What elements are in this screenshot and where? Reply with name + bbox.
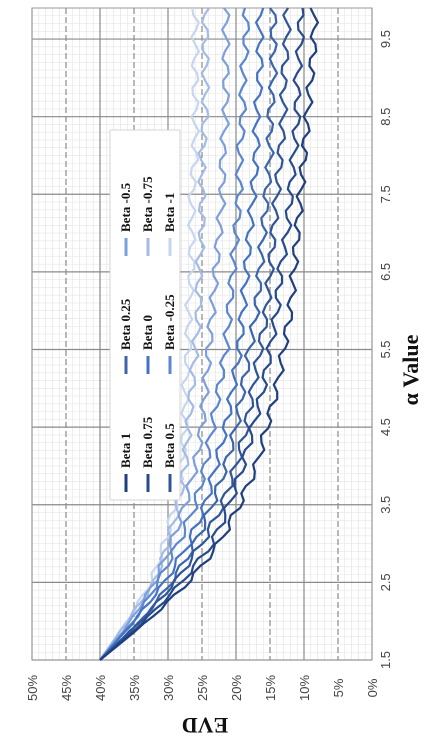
- series-line: [99, 7, 211, 661]
- series-lines: [99, 7, 319, 661]
- x-tick-label: 7.5: [378, 185, 393, 203]
- x-tick-label: 5.5: [378, 340, 393, 358]
- x-tick-label: 4.5: [378, 418, 393, 436]
- legend-label: Beta -0.75: [140, 176, 155, 232]
- series-line: [99, 7, 305, 661]
- series-line: [99, 7, 200, 661]
- legend-label: Beta 1: [118, 433, 133, 468]
- legend-label: Beta -1: [162, 193, 177, 232]
- y-tick-label: 15%: [263, 675, 278, 701]
- y-tick-labels: 0% 5% 10% 15% 20% 25% 30% 35% 40% 45% 50%: [25, 675, 380, 701]
- y-tick-label: 30%: [161, 675, 176, 701]
- y-tick-label: 50%: [25, 675, 40, 701]
- series-line: [99, 7, 292, 661]
- x-tick-label: 8.5: [378, 108, 393, 126]
- y-tick-label: 10%: [297, 675, 312, 701]
- y-axis-title: EVD: [182, 713, 228, 738]
- y-tick-label: 20%: [229, 675, 244, 701]
- legend-label: Beta 0.25: [118, 298, 133, 350]
- legend-label: Beta 0.5: [162, 423, 177, 468]
- y-tick-label: 35%: [127, 675, 142, 701]
- x-tick-label: 6.5: [378, 263, 393, 281]
- legend-label: Beta -0.5: [118, 182, 133, 232]
- y-tick-label: 45%: [59, 675, 74, 701]
- y-tick-label: 40%: [93, 675, 108, 701]
- x-tick-label: 1.5: [378, 651, 393, 669]
- series-line: [99, 7, 251, 661]
- legend-label: Beta -0.25: [162, 294, 177, 350]
- x-tick-label: 9.5: [378, 30, 393, 48]
- series-line: [99, 7, 319, 661]
- y-tick-label: 0%: [365, 678, 380, 697]
- x-tick-labels: 1.5 2.5 3.5 4.5 5.5 6.5 7.5 8.5 9.5: [378, 30, 393, 669]
- plot-frame: [31, 7, 373, 661]
- legend-label: Beta 0: [140, 315, 155, 350]
- legend-box: [109, 129, 181, 501]
- x-tick-label: 3.5: [378, 496, 393, 514]
- series-line: [99, 7, 265, 661]
- x-axis-title: α Value: [398, 334, 423, 405]
- legend-label: Beta 0.75: [140, 416, 155, 468]
- legend: Beta 1 Beta 0.75 Beta 0.5 Beta 0.25 Beta 0 Be…: [109, 129, 181, 501]
- x-tick-label: 2.5: [378, 573, 393, 591]
- y-tick-label: 5%: [331, 678, 346, 697]
- y-tick-label: 25%: [195, 675, 210, 701]
